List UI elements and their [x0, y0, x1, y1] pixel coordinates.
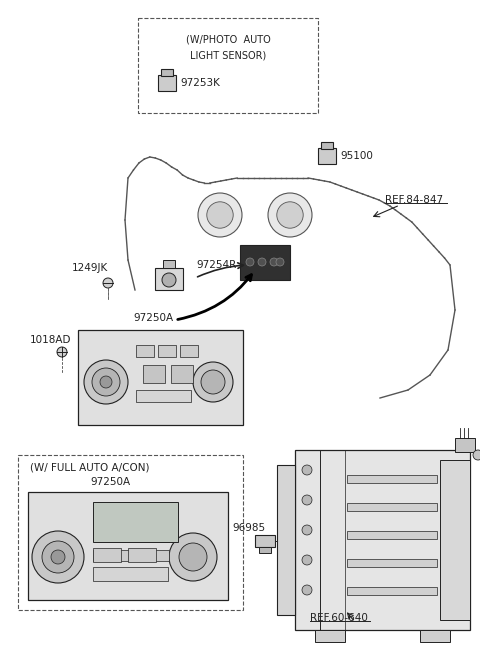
Bar — [28, 492, 228, 600]
Circle shape — [100, 376, 112, 388]
Circle shape — [302, 525, 312, 535]
Circle shape — [246, 258, 254, 266]
Circle shape — [473, 450, 480, 460]
Circle shape — [42, 541, 74, 573]
Bar — [93, 548, 121, 562]
Circle shape — [57, 347, 67, 357]
Circle shape — [201, 370, 225, 394]
Bar — [318, 148, 336, 164]
Bar — [455, 438, 475, 452]
Bar — [93, 567, 168, 581]
Circle shape — [268, 193, 312, 237]
Text: LIGHT SENSOR): LIGHT SENSOR) — [190, 50, 266, 60]
Text: 97254R: 97254R — [196, 260, 236, 270]
Bar — [259, 547, 271, 553]
Circle shape — [276, 258, 284, 266]
Bar — [240, 245, 290, 280]
Bar — [255, 535, 275, 547]
Bar — [18, 455, 243, 610]
Bar — [93, 550, 109, 561]
Circle shape — [162, 273, 176, 287]
Bar — [277, 465, 295, 615]
Bar — [180, 345, 198, 357]
Bar — [128, 548, 156, 562]
Bar — [136, 345, 154, 357]
Bar — [163, 260, 175, 268]
Bar — [138, 18, 318, 113]
Circle shape — [302, 495, 312, 505]
Bar — [295, 450, 470, 630]
Bar — [153, 550, 169, 561]
Circle shape — [302, 465, 312, 475]
Circle shape — [179, 543, 207, 571]
Bar — [347, 531, 437, 539]
Bar — [78, 330, 243, 425]
Circle shape — [103, 278, 113, 288]
Circle shape — [270, 258, 278, 266]
Circle shape — [207, 202, 233, 228]
Circle shape — [198, 193, 242, 237]
Bar — [158, 75, 176, 91]
Bar — [347, 559, 437, 567]
Bar — [93, 502, 178, 542]
Circle shape — [92, 368, 120, 396]
Text: (W/ FULL AUTO A/CON): (W/ FULL AUTO A/CON) — [30, 463, 149, 473]
Bar — [161, 69, 173, 76]
Text: 97250A: 97250A — [133, 313, 173, 323]
Bar — [347, 475, 437, 483]
Bar — [113, 550, 129, 561]
Bar — [158, 345, 176, 357]
Circle shape — [51, 550, 65, 564]
Text: 1018AD: 1018AD — [30, 335, 72, 345]
Bar — [136, 390, 191, 402]
Text: REF.60-640: REF.60-640 — [310, 613, 368, 623]
Bar — [155, 268, 183, 290]
Bar — [133, 550, 149, 561]
Circle shape — [84, 360, 128, 404]
Bar — [440, 460, 470, 620]
Text: 96985: 96985 — [232, 523, 265, 533]
Text: 97250A: 97250A — [90, 477, 130, 487]
Bar — [347, 503, 437, 511]
Circle shape — [258, 258, 266, 266]
Text: 1249JK: 1249JK — [72, 263, 108, 273]
Circle shape — [193, 362, 233, 402]
Text: (W/PHOTO  AUTO: (W/PHOTO AUTO — [186, 35, 270, 45]
Bar — [321, 142, 333, 149]
Text: REF.84-847: REF.84-847 — [385, 195, 443, 205]
Text: 97253K: 97253K — [180, 78, 220, 88]
Bar — [315, 630, 345, 642]
Circle shape — [277, 202, 303, 228]
Bar — [171, 365, 193, 383]
Bar — [420, 630, 450, 642]
Text: 95100: 95100 — [340, 151, 373, 161]
Circle shape — [169, 533, 217, 581]
Circle shape — [32, 531, 84, 583]
Bar — [143, 365, 165, 383]
Bar — [347, 587, 437, 595]
Circle shape — [302, 585, 312, 595]
Circle shape — [302, 555, 312, 565]
